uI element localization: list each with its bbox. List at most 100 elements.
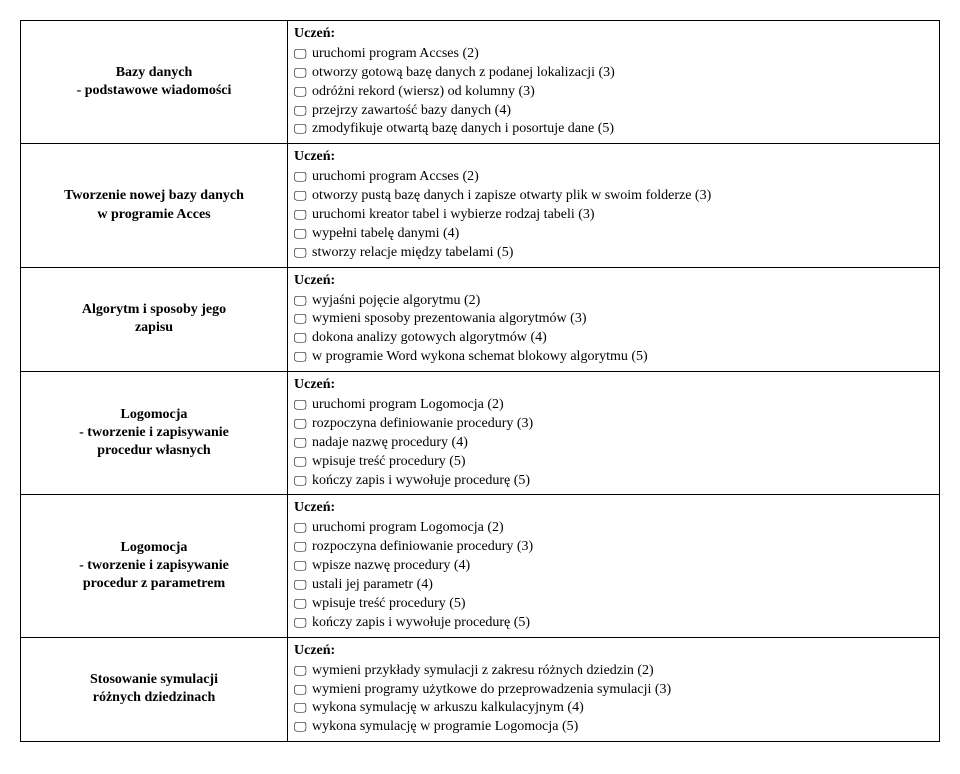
outcome-text: rozpoczyna definiowanie procedury (3) — [312, 415, 931, 434]
list-item: 🖵uruchomi program Accses (2) — [294, 168, 931, 187]
topic-cell: Logomocja - tworzenie i zapisywanie proced… — [21, 495, 288, 637]
list-item: 🖵wymieni programy użytkowe do przeprowad… — [294, 681, 931, 700]
computer-icon: 🖵 — [294, 434, 312, 452]
student-label: Uczeń: — [294, 148, 931, 167]
topic-cell: Algorytm i sposoby jego zapisu — [21, 267, 288, 371]
outcome-text: kończy zapis i wywołuje procedurę (5) — [312, 614, 931, 633]
computer-icon: 🖵 — [294, 718, 312, 736]
outcome-text: wpisuje treść procedury (5) — [312, 595, 931, 614]
computer-icon: 🖵 — [294, 519, 312, 537]
list-item: 🖵kończy zapis i wywołuje procedurę (5) — [294, 614, 931, 633]
list-item: 🖵odróżni rekord (wiersz) od kolumny (3) — [294, 83, 931, 102]
outcomes-cell: Uczeń:🖵wymieni przykłady symulacji z zak… — [288, 637, 940, 741]
computer-icon: 🖵 — [294, 576, 312, 594]
topic-title-line: Logomocja — [121, 407, 188, 422]
outcome-text: uruchomi program Accses (2) — [312, 168, 931, 187]
list-item: 🖵stworzy relacje między tabelami (5) — [294, 244, 931, 263]
student-label: Uczeń: — [294, 499, 931, 518]
list-item: 🖵otworzy gotową bazę danych z podanej lo… — [294, 64, 931, 83]
topic-title-line: - podstawowe wiadomości — [77, 83, 232, 98]
topic-title-line: - tworzenie i zapisywanie — [79, 425, 229, 440]
list-item: 🖵wpisze nazwę procedury (4) — [294, 557, 931, 576]
table-row: Tworzenie nowej bazy danych w programie A… — [21, 144, 940, 267]
topic-cell: Stosowanie symulacji różnych dziedzinach — [21, 637, 288, 741]
student-label: Uczeń: — [294, 25, 931, 44]
list-item: 🖵zmodyfikuje otwartą bazę danych i posor… — [294, 120, 931, 139]
list-item: 🖵rozpoczyna definiowanie procedury (3) — [294, 415, 931, 434]
outcome-text: przejrzy zawartość bazy danych (4) — [312, 102, 931, 121]
table-row: Algorytm i sposoby jegozapisuUczeń:🖵wyja… — [21, 267, 940, 371]
computer-icon: 🖵 — [294, 102, 312, 120]
outcome-text: wpisuje treść procedury (5) — [312, 453, 931, 472]
computer-icon: 🖵 — [294, 348, 312, 366]
outcome-text: uruchomi program Logomocja (2) — [312, 396, 931, 415]
topic-title-line: Logomocja — [121, 540, 188, 555]
computer-icon: 🖵 — [294, 310, 312, 328]
outcome-text: dokona analizy gotowych algorytmów (4) — [312, 329, 931, 348]
topic-title-line: Algorytm i sposoby jego — [82, 302, 226, 317]
computer-icon: 🖵 — [294, 45, 312, 63]
computer-icon: 🖵 — [294, 64, 312, 82]
outcome-text: wypełni tabelę danymi (4) — [312, 225, 931, 244]
list-item: 🖵nadaje nazwę procedury (4) — [294, 434, 931, 453]
list-item: 🖵uruchomi program Logomocja (2) — [294, 396, 931, 415]
topic-title-line: Stosowanie symulacji — [90, 672, 218, 687]
topic-title-line: procedur z parametrem — [83, 576, 225, 591]
computer-icon: 🖵 — [294, 662, 312, 680]
outcome-text: wykona symulację w arkuszu kalkulacyjnym… — [312, 699, 931, 718]
list-item: 🖵wypełni tabelę danymi (4) — [294, 225, 931, 244]
topic-cell: Tworzenie nowej bazy danych w programie A… — [21, 144, 288, 267]
outcome-text: wykona symulację w programie Logomocja (… — [312, 718, 931, 737]
outcome-text: zmodyfikuje otwartą bazę danych i posort… — [312, 120, 931, 139]
student-label: Uczeń: — [294, 376, 931, 395]
list-item: 🖵przejrzy zawartość bazy danych (4) — [294, 102, 931, 121]
computer-icon: 🖵 — [294, 415, 312, 433]
topic-title-line: - tworzenie i zapisywanie — [79, 558, 229, 573]
outcome-text: wymieni sposoby prezentowania algorytmów… — [312, 310, 931, 329]
curriculum-table: Bazy danych- podstawowe wiadomościUczeń:… — [20, 20, 940, 742]
topic-title-line: Tworzenie nowej bazy danych — [64, 188, 244, 203]
table-row: Logomocja - tworzenie i zapisywanie proced… — [21, 495, 940, 637]
list-item: 🖵uruchomi kreator tabel i wybierze rodza… — [294, 206, 931, 225]
topic-title-line: w programie Acces — [97, 207, 210, 222]
student-label: Uczeń: — [294, 642, 931, 661]
topic-title-line: zapisu — [135, 320, 173, 335]
list-item: 🖵uruchomi program Logomocja (2) — [294, 519, 931, 538]
table-row: Logomocja- tworzenie i zapisywanieproced… — [21, 372, 940, 495]
computer-icon: 🖵 — [294, 244, 312, 262]
computer-icon: 🖵 — [294, 681, 312, 699]
computer-icon: 🖵 — [294, 472, 312, 490]
computer-icon: 🖵 — [294, 168, 312, 186]
outcome-text: nadaje nazwę procedury (4) — [312, 434, 931, 453]
outcomes-cell: Uczeń:🖵uruchomi program Accses (2)🖵otwor… — [288, 21, 940, 144]
outcome-text: wymieni przykłady symulacji z zakresu ró… — [312, 662, 931, 681]
list-item: 🖵ustali jej parametr (4) — [294, 576, 931, 595]
computer-icon: 🖵 — [294, 329, 312, 347]
topic-title-line: różnych dziedzinach — [93, 690, 216, 705]
list-item: 🖵wpisuje treść procedury (5) — [294, 453, 931, 472]
list-item: 🖵w programie Word wykona schemat blokowy… — [294, 348, 931, 367]
outcomes-cell: Uczeń:🖵wyjaśni pojęcie algorytmu (2)🖵wym… — [288, 267, 940, 371]
outcome-text: wpisze nazwę procedury (4) — [312, 557, 931, 576]
outcome-text: uruchomi kreator tabel i wybierze rodzaj… — [312, 206, 931, 225]
table-row: Stosowanie symulacji różnych dziedzinach U… — [21, 637, 940, 741]
list-item: 🖵otworzy pustą bazę danych i zapisze otw… — [294, 187, 931, 206]
computer-icon: 🖵 — [294, 453, 312, 471]
computer-icon: 🖵 — [294, 120, 312, 138]
computer-icon: 🖵 — [294, 614, 312, 632]
computer-icon: 🖵 — [294, 595, 312, 613]
list-item: 🖵wymieni sposoby prezentowania algorytmó… — [294, 310, 931, 329]
outcomes-cell: Uczeń:🖵uruchomi program Logomocja (2)🖵ro… — [288, 495, 940, 637]
computer-icon: 🖵 — [294, 292, 312, 310]
outcome-text: otworzy pustą bazę danych i zapisze otwa… — [312, 187, 931, 206]
outcome-text: uruchomi program Logomocja (2) — [312, 519, 931, 538]
list-item: 🖵wykona symulację w arkuszu kalkulacyjny… — [294, 699, 931, 718]
outcome-text: wyjaśni pojęcie algorytmu (2) — [312, 292, 931, 311]
outcome-text: kończy zapis i wywołuje procedurę (5) — [312, 472, 931, 491]
outcome-text: otworzy gotową bazę danych z podanej lok… — [312, 64, 931, 83]
student-label: Uczeń: — [294, 272, 931, 291]
outcomes-cell: Uczeń:🖵uruchomi program Accses (2)🖵otwor… — [288, 144, 940, 267]
list-item: 🖵kończy zapis i wywołuje procedurę (5) — [294, 472, 931, 491]
outcome-text: ustali jej parametr (4) — [312, 576, 931, 595]
list-item: 🖵uruchomi program Accses (2) — [294, 45, 931, 64]
